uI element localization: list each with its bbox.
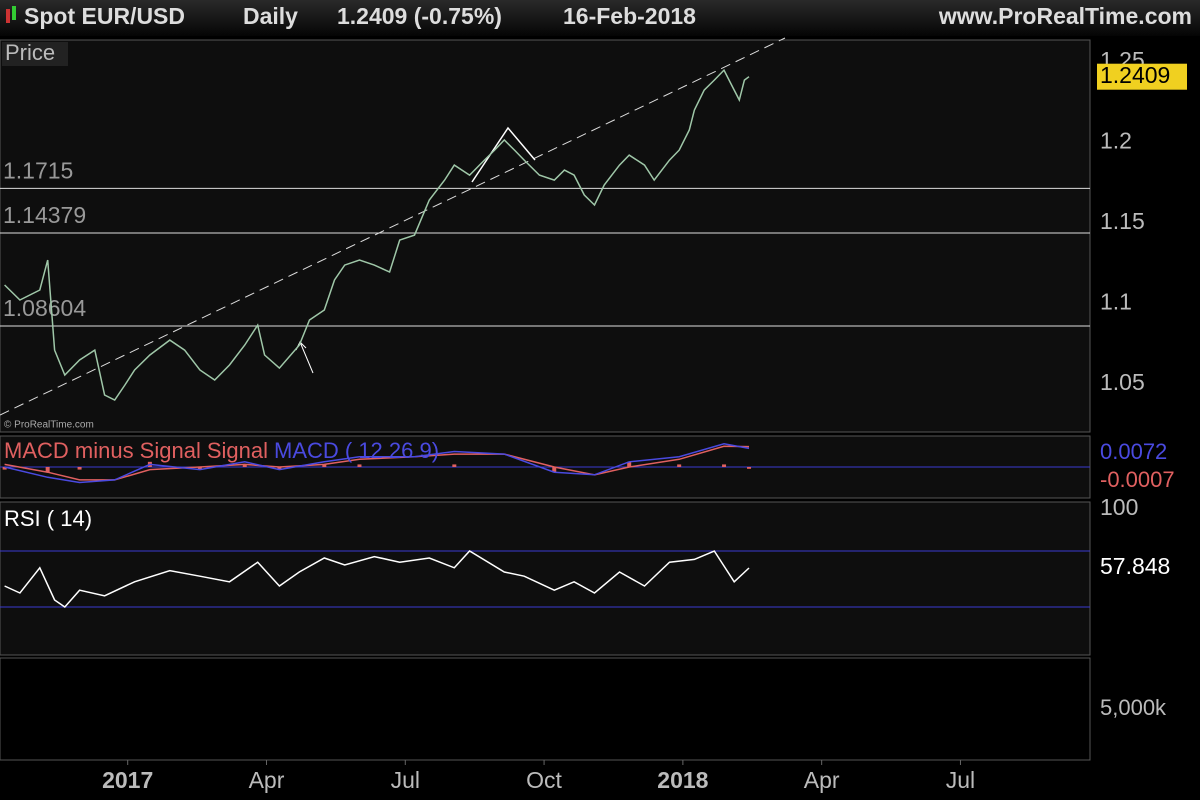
series-line bbox=[4, 443, 750, 484]
header-bar bbox=[0, 0, 1200, 36]
histogram-bar bbox=[677, 464, 682, 467]
date: 16-Feb-2018 bbox=[563, 3, 696, 29]
histogram-bar bbox=[452, 464, 457, 467]
legend-entry: MACD ( 12 26 9) bbox=[274, 438, 439, 463]
last-value: -0.0007 bbox=[1100, 467, 1175, 492]
legend-entry: MACD minus Signal bbox=[4, 438, 201, 463]
price-title: Price bbox=[5, 40, 55, 65]
histogram-bar bbox=[747, 467, 752, 469]
rsi-title: RSI ( 14) bbox=[4, 506, 92, 531]
rsi-panel bbox=[0, 501, 1091, 656]
last-value: 0.0072 bbox=[1100, 439, 1167, 464]
last-value: 1.2409 bbox=[1100, 62, 1170, 88]
watermark: © ProRealTime.com bbox=[4, 420, 94, 431]
x-tick-label: 2018 bbox=[657, 767, 708, 793]
histogram-bar bbox=[197, 467, 202, 470]
y-tick-label: 1.15 bbox=[1100, 208, 1145, 234]
histogram-bar bbox=[552, 467, 557, 473]
y-tick-label: 1.1 bbox=[1100, 289, 1132, 315]
y-tick-label: 1.05 bbox=[1100, 369, 1145, 395]
level-label: 1.1715 bbox=[3, 158, 73, 184]
histogram-bar bbox=[2, 467, 7, 470]
y-tick-label: 1.2 bbox=[1100, 128, 1132, 154]
histogram-bar bbox=[242, 464, 247, 467]
y-tick-label: 100 bbox=[1100, 494, 1138, 520]
pattern-annotation bbox=[471, 126, 536, 183]
last-value: 57.848 bbox=[1100, 553, 1170, 579]
icon bbox=[6, 9, 10, 23]
x-tick-label: 2017 bbox=[102, 767, 153, 793]
histogram-bar bbox=[277, 467, 282, 470]
price-panel bbox=[0, 39, 1091, 433]
last-value-box bbox=[1097, 555, 1187, 582]
volume-panel bbox=[0, 657, 1091, 761]
histogram-bar bbox=[627, 461, 632, 467]
histogram-bar bbox=[45, 467, 50, 473]
last-value-box bbox=[1097, 63, 1187, 90]
title-box bbox=[2, 42, 68, 66]
quote: 1.2409 (-0.75%) bbox=[337, 3, 502, 29]
icon bbox=[12, 6, 16, 20]
trend-line bbox=[0, 37, 786, 416]
legend-entry: Signal bbox=[207, 438, 268, 463]
x-tick-label: Jul bbox=[391, 767, 420, 793]
x-tick-label: Oct bbox=[526, 767, 562, 793]
site: www.ProRealTime.com bbox=[938, 3, 1192, 29]
timeframe: Daily bbox=[243, 3, 298, 29]
histogram-bar bbox=[722, 464, 727, 467]
histogram-bar bbox=[77, 467, 82, 470]
symbol: Spot EUR/USD bbox=[24, 3, 185, 29]
series-line bbox=[4, 550, 750, 608]
histogram-bar bbox=[322, 464, 327, 467]
level-label: 1.08604 bbox=[3, 295, 86, 321]
y-tick-label: 5,000k bbox=[1100, 695, 1167, 720]
histogram-bar bbox=[357, 464, 362, 467]
series-line bbox=[4, 68, 750, 401]
x-tick-label: Apr bbox=[804, 767, 840, 793]
x-tick-label: Jul bbox=[946, 767, 975, 793]
x-tick-label: Apr bbox=[249, 767, 285, 793]
level-label: 1.14379 bbox=[3, 202, 86, 228]
